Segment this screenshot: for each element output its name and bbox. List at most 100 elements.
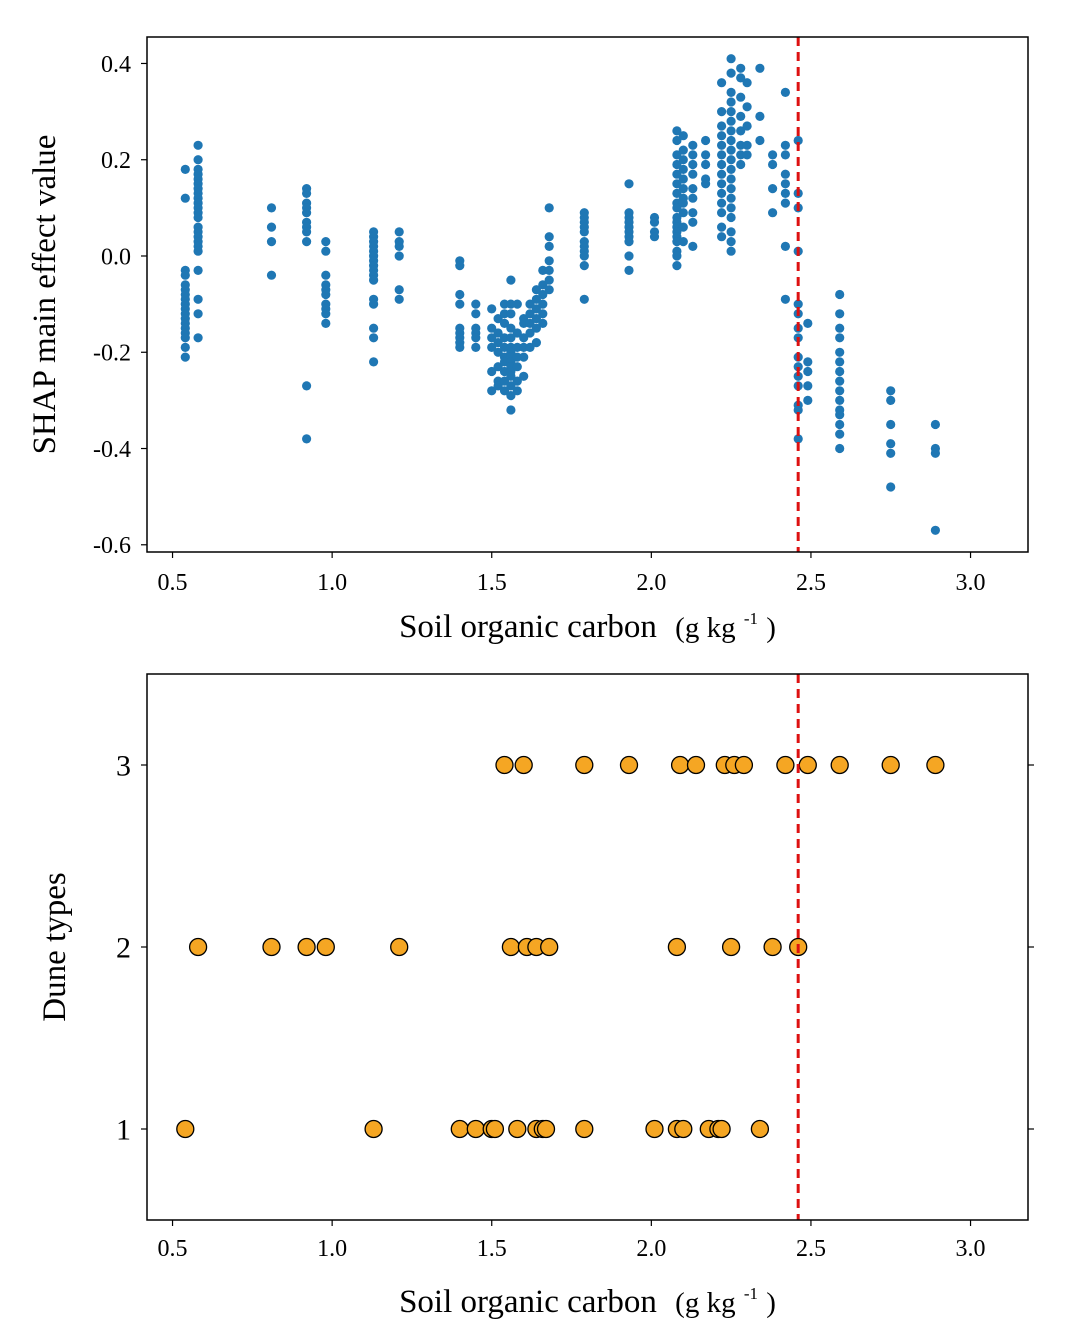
x-tick-label: 2.0 [636,570,666,596]
data-point [742,121,752,131]
data-point [493,381,503,391]
data-point [538,299,548,309]
data-point [369,299,379,309]
data-point [672,251,682,261]
data-point [519,333,529,343]
data-point [726,54,736,64]
data-point [321,246,331,256]
data-point [755,63,765,73]
data-point [538,309,548,319]
data-point [369,323,379,333]
data-point [886,395,896,405]
x-tick-label: 1.0 [317,570,347,596]
data-point [803,366,813,377]
data-point [886,482,896,492]
data-point [176,1119,195,1139]
data-point [487,323,497,333]
data-point [803,395,813,405]
data-point [193,155,203,165]
data-point [768,150,778,160]
data-point [619,755,639,775]
data-point [531,323,542,333]
data-point [803,318,813,328]
data-point [193,333,203,343]
data-point [835,333,845,343]
data-point [717,159,727,170]
x-axis-title-unit-close: ) [766,612,776,644]
data-point [579,294,589,304]
data-point [544,203,554,213]
data-point [624,237,634,247]
data-point [736,126,746,136]
data-point [487,366,497,377]
data-point [688,150,698,160]
data-point [688,140,698,150]
data-point [717,131,727,141]
data-point [512,299,522,309]
data-point [672,188,682,198]
data-point [544,256,554,266]
y-tick-label: 0.4 [101,52,131,78]
data-point [672,237,682,247]
data-point [525,309,535,319]
data-point [726,164,736,174]
data-point [672,179,682,189]
data-point [793,371,803,381]
data-point [180,342,190,352]
data-point [726,155,736,165]
data-point [493,362,503,372]
data-point [525,318,535,328]
data-point [321,289,331,300]
data-point [780,87,791,97]
data-point [672,203,682,213]
data-point [780,294,791,304]
data-point [499,342,510,352]
data-point [674,1119,693,1139]
data-point [506,381,516,391]
data-point [487,386,497,396]
data-point [701,159,711,170]
data-point [717,140,727,150]
data-point [930,419,941,430]
data-point [499,366,510,377]
x-tick-label: 2.0 [636,1236,666,1262]
data-point [544,285,554,295]
data-point [394,285,404,295]
data-point [726,68,736,78]
data-point [726,107,736,117]
data-point [793,299,803,309]
data-point [701,179,711,189]
data-point [793,405,803,415]
y-axis-title: Dune types [37,872,73,1021]
data-point [717,208,727,218]
data-point [471,299,481,309]
plot-frame [146,36,1029,553]
data-point [835,347,845,357]
data-point [302,227,312,237]
data-point [835,410,845,420]
data-point [624,179,634,189]
data-point [302,434,312,444]
data-point [506,405,516,415]
data-point [519,371,529,381]
y-tick-label: -0.2 [93,341,131,367]
data-point [450,1119,469,1139]
data-point [302,381,312,391]
data-point [780,188,791,198]
data-point [742,78,752,88]
data-point [726,212,736,223]
data-point [835,419,845,430]
data-point [835,376,845,386]
data-point [717,121,727,131]
data-point [721,937,741,957]
data-point [726,174,736,184]
data-point [499,357,510,367]
data-point [726,227,736,237]
data-point [688,208,698,218]
data-point [881,755,900,775]
data-point [525,299,535,309]
data-point [193,246,203,256]
data-point [266,270,277,280]
data-point [755,135,765,146]
data-point [493,328,503,338]
